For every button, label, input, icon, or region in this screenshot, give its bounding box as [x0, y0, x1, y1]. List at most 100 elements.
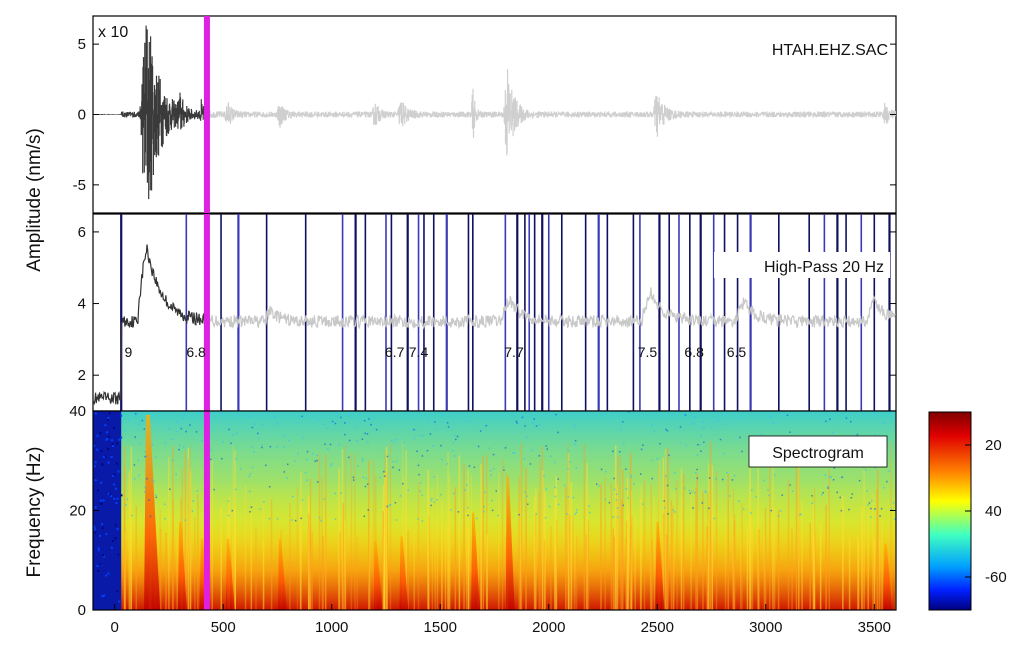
spectrogram-noise — [99, 563, 102, 566]
spectrogram-speckle — [137, 459, 139, 462]
spectrogram-streak — [341, 449, 344, 610]
spectrogram-speckle — [348, 413, 351, 416]
spectrogram-speckle — [398, 469, 401, 471]
spectrogram-speckle — [849, 420, 852, 423]
spectrogram-noise — [101, 523, 104, 526]
spectrogram-streak — [585, 534, 588, 610]
spectrogram-streak — [520, 443, 523, 610]
spectrogram-speckle — [164, 442, 166, 444]
spectrogram-streak — [231, 534, 234, 610]
spectrogram-speckle — [145, 455, 148, 458]
spectrogram-speckle — [222, 441, 224, 443]
spectrogram-speckle — [254, 423, 256, 425]
spectrogram-streak — [519, 502, 522, 610]
spectrogram-speckle — [446, 463, 449, 465]
spectrogram-streak — [857, 539, 860, 610]
spectrogram-speckle — [247, 415, 249, 418]
spectrogram-streak — [373, 459, 375, 610]
spectrogram-speckle — [427, 417, 430, 420]
spectrogram-speckle — [143, 451, 146, 453]
spectrogram-speckle — [544, 517, 547, 519]
y-tick-label: 20 — [69, 503, 86, 520]
spectrogram-peak — [225, 538, 235, 610]
spectrogram-speckle — [666, 429, 669, 432]
spectrogram-speckle — [375, 428, 378, 431]
spectrogram-speckle — [608, 501, 611, 504]
spectrogram-noise — [106, 431, 109, 434]
spectrogram-speckle — [251, 426, 254, 429]
spectrogram-speckle — [175, 430, 178, 433]
spectrogram-speckle — [665, 428, 667, 431]
spectrogram-speckle — [827, 487, 829, 489]
spectrogram-noise — [93, 465, 96, 468]
spectrogram-streak — [650, 484, 652, 610]
spectrogram-speckle — [563, 484, 566, 487]
spectrogram-speckle — [265, 464, 267, 467]
spectrogram-speckle — [196, 490, 199, 492]
spectrogram-speckle — [250, 446, 253, 448]
spectrogram-noise — [102, 554, 105, 557]
spectrogram-streak — [543, 540, 546, 610]
spectrogram-speckle — [253, 451, 255, 454]
spectrogram-speckle — [306, 458, 308, 461]
spectrogram-streak — [324, 514, 327, 610]
spectrogram-streak — [123, 445, 126, 610]
highpass-panel: 9 6.8 6.7 7.4 7.7 7.5 6.8 6.5 6 4 2 High-Pass 20 … — [78, 213, 897, 412]
spectrogram-streak — [339, 531, 341, 610]
spectrogram-streak — [570, 482, 573, 610]
spectrogram-speckle — [629, 474, 632, 477]
spectrogram-speckle — [692, 507, 694, 509]
spectrogram-speckle — [715, 477, 717, 480]
spectrogram-speckle — [538, 423, 540, 426]
spectrogram-speckle — [183, 446, 185, 448]
magnitude-label: 6.5 — [727, 344, 747, 360]
spectrogram-streak — [189, 471, 192, 610]
spectrogram-streak — [307, 495, 310, 610]
spectrogram-noise — [100, 449, 103, 452]
magnitude-label: 6.8 — [684, 344, 704, 360]
spectrogram-speckle — [456, 435, 459, 438]
spectrogram-speckle — [209, 449, 212, 452]
spectrogram-streak — [867, 507, 869, 610]
spectrogram-speckle — [288, 439, 290, 442]
spectrogram-streak — [625, 537, 627, 610]
spectrogram-streak — [428, 515, 430, 610]
spectrogram-speckle — [868, 502, 871, 504]
spectrogram-speckle — [627, 497, 629, 499]
spectrogram-speckle — [153, 480, 155, 483]
spectrogram-streak — [184, 450, 187, 610]
spectrogram-speckle — [133, 478, 136, 480]
spectrogram-streak — [769, 466, 771, 610]
spectrogram-speckle — [770, 416, 772, 418]
spectrogram-speckle — [261, 444, 263, 447]
spectrogram-speckle — [386, 455, 389, 458]
spectrogram-streak — [413, 529, 415, 610]
spectrogram-speckle — [521, 416, 524, 419]
spectrogram-streak — [407, 530, 409, 610]
spectrogram-streak — [344, 520, 346, 610]
spectrogram-streak — [772, 461, 774, 610]
spectrogram-speckle — [386, 505, 389, 508]
spectrogram-streak — [715, 471, 718, 610]
spectrogram-speckle — [361, 438, 364, 440]
spectrogram-speckle — [220, 457, 223, 460]
spectrogram-speckle — [874, 508, 876, 510]
spectrogram-speckle — [352, 479, 355, 481]
spectrogram-streak — [751, 526, 754, 610]
spectrogram-speckle — [525, 436, 528, 439]
spectrogram-peak — [883, 543, 893, 610]
spectrogram-noise — [100, 463, 103, 466]
spectrogram-streak — [311, 530, 313, 610]
spectrogram-streak — [541, 446, 543, 610]
spectrogram-speckle — [874, 466, 877, 469]
spectrogram-speckle — [338, 443, 340, 446]
spectrogram-streak — [405, 449, 407, 610]
spectrogram-speckle — [696, 454, 699, 456]
magnitude-label: 7.5 — [638, 344, 658, 360]
spectrogram-noise — [106, 419, 109, 422]
spectrogram-speckle — [573, 443, 576, 445]
y-tick-label: 2 — [78, 367, 86, 384]
spectrogram-streak — [787, 479, 790, 610]
spectrogram-speckle — [574, 439, 577, 442]
spectrogram-speckle — [323, 498, 325, 500]
